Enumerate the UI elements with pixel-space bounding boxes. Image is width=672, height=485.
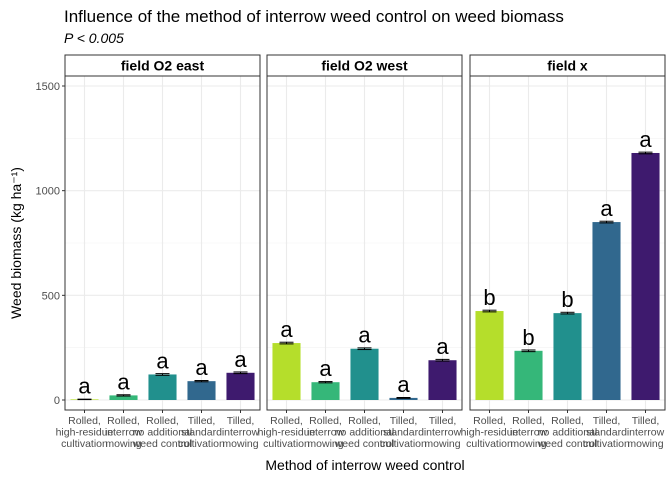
facet-strip: [470, 55, 665, 76]
bar: [272, 343, 301, 400]
x-tick-label: Rolled, interrow mowing: [105, 415, 143, 450]
significance-letter: a: [156, 348, 169, 373]
bar: [592, 222, 621, 400]
y-tick-label: 1000: [36, 186, 60, 198]
bar: [428, 360, 457, 400]
bar: [553, 313, 582, 400]
y-tick-label: 0: [54, 395, 60, 407]
bar: [475, 311, 504, 400]
significance-letter: a: [639, 127, 652, 152]
significance-letter: a: [78, 373, 91, 398]
bar: [311, 382, 340, 400]
facet-strip-border: [64, 54, 261, 77]
x-tick-label: Tilled, interrow mowing: [222, 415, 260, 450]
x-tick-label: Rolled, interrow mowing: [307, 415, 345, 450]
bar: [350, 348, 379, 400]
significance-letter: a: [234, 347, 247, 372]
bar: [631, 152, 660, 400]
significance-letter: a: [195, 355, 208, 380]
x-tick-label: Tilled, standard cultivation: [178, 415, 225, 450]
significance-letter: a: [397, 372, 410, 397]
significance-letter: a: [358, 323, 371, 348]
facet-strip-border: [469, 54, 666, 77]
x-tick-label: Rolled, high-residue cultivation: [258, 415, 316, 450]
bar: [226, 372, 255, 400]
chart-title: Influence of the method of interrow weed…: [64, 7, 564, 26]
x-tick-label: Tilled, interrow mowing: [627, 415, 665, 450]
facet-label: field x: [547, 58, 588, 74]
significance-letter: b: [522, 325, 534, 350]
facet-label: field O2 east: [121, 58, 205, 74]
y-tick-label: 500: [42, 290, 60, 302]
bar: [109, 395, 138, 400]
significance-letter: a: [319, 356, 332, 381]
facet-strip: [267, 55, 462, 76]
bar: [514, 350, 543, 400]
significance-letter: a: [117, 369, 130, 394]
x-tick-label: Rolled, high-residue cultivation: [461, 415, 519, 450]
facet-strip: [65, 55, 260, 76]
x-tick-label: Rolled, interrow mowing: [510, 415, 548, 450]
significance-letter: a: [600, 196, 613, 221]
x-axis-label: Method of interrow weed control: [265, 457, 464, 473]
x-tick-label: Rolled, no additional weed control: [537, 415, 598, 450]
chart-subtitle: P < 0.005: [64, 30, 124, 46]
significance-letter: a: [280, 317, 293, 342]
x-tick-label: Rolled, no additional weed control: [132, 415, 193, 450]
bar: [187, 381, 216, 400]
facet-label: field O2 west: [321, 58, 408, 74]
y-tick-label: 1500: [36, 81, 60, 93]
significance-letter: b: [483, 285, 495, 310]
x-tick-label: Rolled, no additional weed control: [334, 415, 395, 450]
x-tick-label: Tilled, standard cultivation: [583, 415, 630, 450]
y-axis-label: Weed biomass (kg ha⁻¹): [8, 167, 24, 319]
x-tick-label: Tilled, standard cultivation: [380, 415, 427, 450]
bar: [148, 374, 177, 400]
facet-strip-border: [266, 54, 463, 77]
x-tick-label: Tilled, interrow mowing: [424, 415, 462, 450]
significance-letter: a: [436, 334, 449, 359]
significance-letter: b: [561, 287, 573, 312]
bar: [389, 397, 418, 400]
x-tick-label: Rolled, high-residue cultivation: [56, 415, 114, 450]
